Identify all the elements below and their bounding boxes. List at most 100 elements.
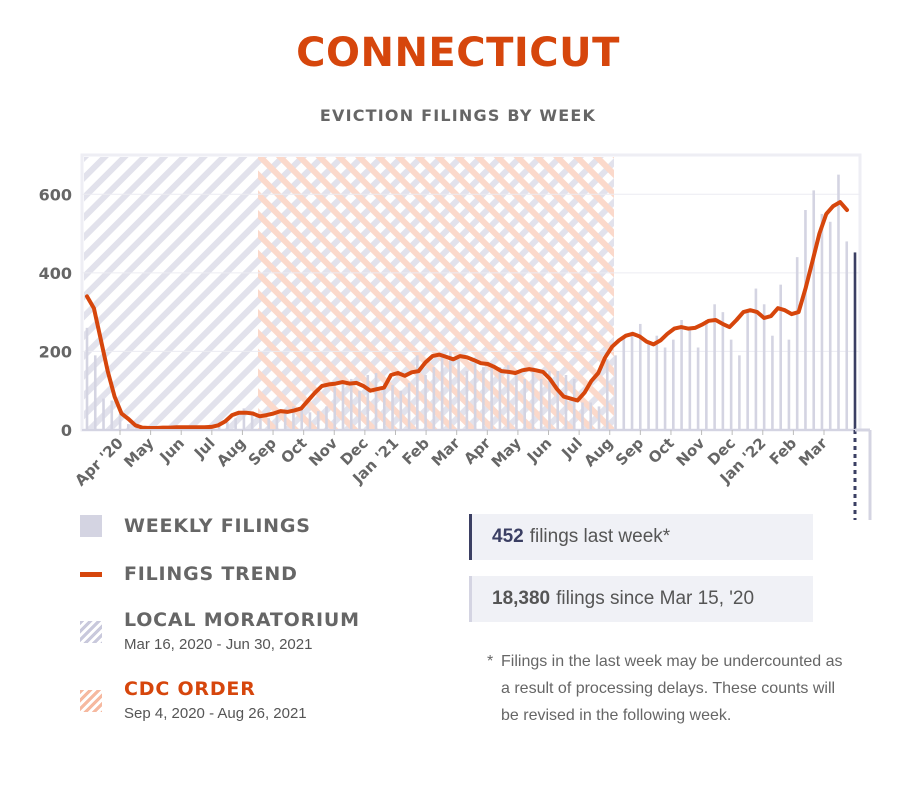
weekly-filing-bar: [308, 412, 312, 430]
x-month-label: Jun: [156, 434, 188, 466]
weekly-filing-bar: [333, 386, 337, 430]
weekly-filing-bar: [655, 335, 659, 430]
weekly-filing-bar: [440, 355, 444, 430]
weekly-filing-bar: [853, 252, 857, 430]
weekly-filing-bar: [754, 288, 758, 430]
x-month-label: Feb: [766, 434, 801, 469]
weekly-filing-bar: [300, 408, 304, 430]
weekly-filing-bar: [226, 422, 229, 430]
weekly-filing-bar: [787, 339, 791, 430]
x-month-label: Mar: [428, 434, 464, 470]
legend-dates: Mar 16, 2020 - Jun 30, 2021: [124, 636, 313, 653]
weekly-filing-bar: [721, 312, 725, 430]
weekly-filing-bar: [490, 363, 493, 430]
weekly-filing-bar: [432, 367, 436, 430]
weekly-filing-bar: [589, 402, 593, 430]
weekly-filing-bar: [696, 347, 700, 430]
weekly-filing-bar: [688, 327, 692, 430]
legend-local-moratorium: LOCAL MORATORIUM Mar 16, 2020 - Jun 30, …: [80, 609, 360, 653]
weekly-filing-bar: [746, 312, 749, 430]
weekly-filing-bar: [234, 418, 237, 430]
weekly-filing-bar: [738, 355, 741, 430]
x-month-label: Nov: [305, 434, 341, 470]
weekly-filing-bar: [523, 378, 526, 430]
weekly-filing-bar: [663, 347, 667, 430]
last-week-stat: 452 filings last week*: [469, 514, 813, 560]
legend-weekly-filings: WEEKLY FILINGS: [80, 515, 311, 537]
weekly-filing-bar: [93, 355, 97, 430]
weekly-filing-bar: [267, 418, 270, 430]
y-tick-label: 600: [39, 185, 72, 204]
since-value: 18,380: [492, 588, 551, 609]
weekly-filing-bar: [374, 373, 378, 430]
weekly-filing-bar: [680, 320, 683, 430]
x-month-label: Sep: [612, 434, 647, 469]
weekly-filing-bar: [407, 382, 411, 430]
weekly-filing-bar: [473, 363, 477, 430]
footnote-star: *: [487, 653, 494, 670]
x-month-label: Oct: [645, 434, 678, 467]
weekly-filing-bar: [672, 339, 675, 430]
weekly-filing-bar: [325, 406, 328, 430]
weekly-filing-bar: [465, 371, 469, 430]
weekly-filing-bar: [515, 375, 518, 430]
weekly-filing-bar: [85, 327, 89, 430]
legend-filings-trend: FILINGS TREND: [80, 563, 298, 585]
weekly-filing-bar: [804, 210, 807, 430]
weekly-filing-bar: [217, 425, 221, 430]
weekly-filing-bar: [531, 367, 535, 430]
weekly-filing-bar: [316, 411, 320, 430]
weekly-filing-bar: [259, 414, 262, 430]
since-stat: 18,380 filings since Mar 15, '20: [469, 576, 813, 622]
weekly-filing-bar: [416, 355, 419, 430]
cdc-order-region: [258, 157, 614, 430]
weekly-filing-bar: [250, 412, 254, 430]
line-swatch: [80, 572, 102, 577]
x-month-label: Nov: [673, 434, 709, 470]
x-month-label: Feb: [399, 434, 434, 469]
last-week-text: filings last week*: [529, 526, 671, 547]
x-month-label: Apr '20: [71, 434, 126, 489]
weekly-filing-bar: [283, 412, 287, 430]
last-week-value: 452: [492, 526, 524, 547]
weekly-filing-bar: [597, 406, 601, 430]
weekly-filing-bar: [729, 339, 733, 430]
weekly-filing-bar: [358, 390, 361, 430]
x-month-label: Mar: [795, 434, 831, 470]
y-tick-label: 200: [39, 342, 72, 361]
weekly-filing-bar: [622, 335, 626, 430]
weekly-filing-bar: [424, 375, 427, 430]
y-tick-label: 0: [61, 421, 72, 440]
weekly-filing-bar: [837, 174, 840, 430]
x-month-label: Apr: [460, 434, 494, 468]
x-month-label: Aug: [580, 434, 616, 470]
weekly-filing-bar: [705, 320, 708, 430]
x-month-label: May: [120, 434, 157, 471]
weekly-filing-bar: [457, 359, 460, 430]
weekly-filing-bar: [605, 359, 609, 430]
weekly-filing-bar: [548, 371, 551, 430]
footnote-text: Filings in the last week may be undercou…: [501, 653, 843, 724]
footnote: * Filings in the last week may be underc…: [487, 648, 847, 729]
weekly-filing-bar: [564, 375, 568, 430]
legend-label: CDC ORDER: [124, 678, 256, 700]
weekly-filing-bar: [713, 304, 716, 430]
weekly-filing-bar: [126, 424, 130, 430]
cdc-swatch: [80, 690, 102, 712]
x-month-label: May: [488, 434, 525, 471]
weekly-filing-bar: [812, 190, 816, 430]
legend-label: FILINGS TREND: [124, 563, 298, 585]
weekly-filing-bar: [118, 414, 122, 430]
weekly-filing-bar: [102, 398, 105, 430]
weekly-filing-bar: [572, 378, 576, 430]
page-title: CONNECTICUT: [296, 30, 620, 76]
weekly-filing-bar: [779, 284, 782, 430]
weekly-filing-bar: [647, 343, 650, 430]
since-text: filings since Mar 15, '20: [556, 588, 755, 609]
x-month-label: Aug: [213, 434, 249, 470]
weekly-filing-bar: [638, 323, 642, 430]
weekly-filing-bar: [275, 415, 279, 430]
legend-cdc-order: CDC ORDER Sep 4, 2020 - Aug 26, 2021: [80, 678, 307, 722]
filings-trend-line: [85, 200, 849, 430]
